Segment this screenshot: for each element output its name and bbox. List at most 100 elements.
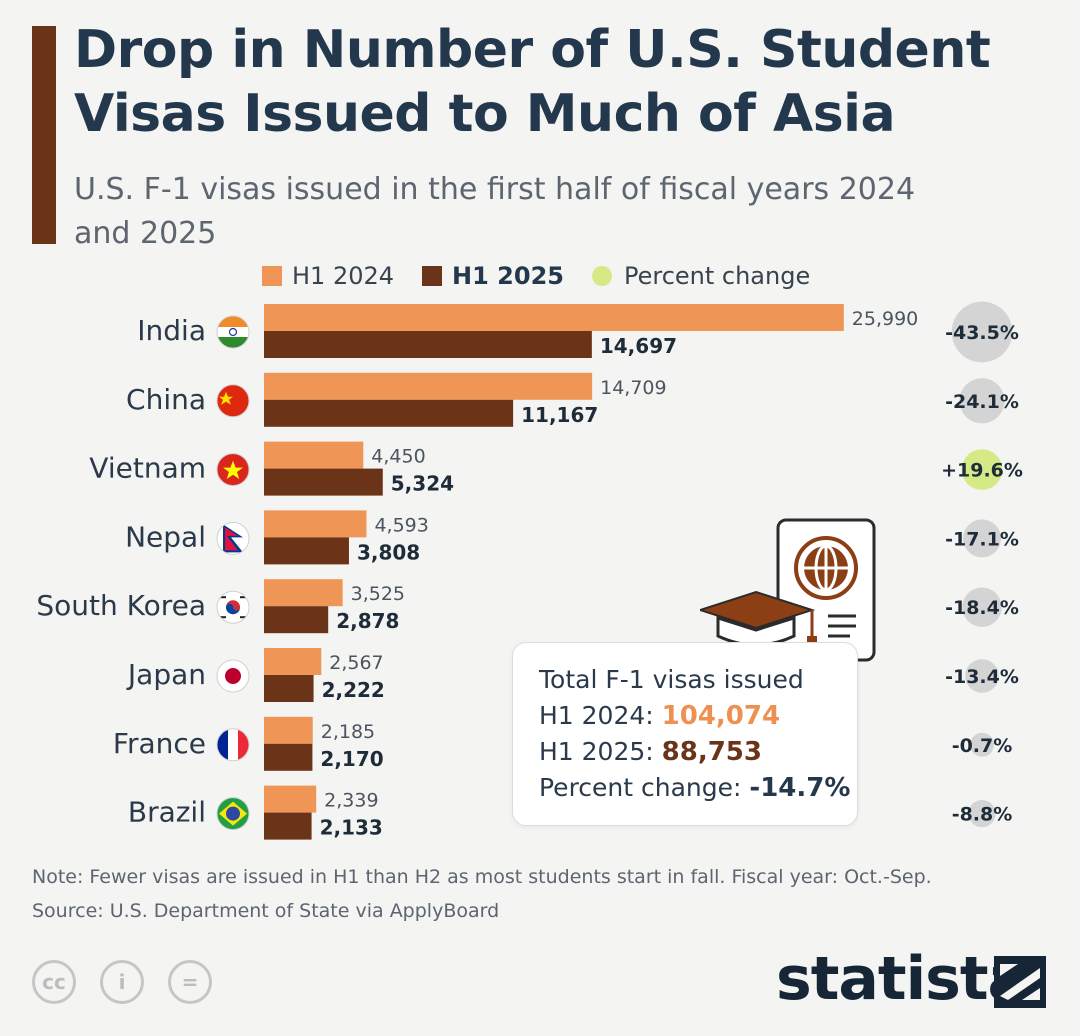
summary-h1-2024-label: H1 2024: [539,701,654,730]
title-line-2: Visas Issued to Much of Asia [74,84,896,144]
legend-dot-percent-change [591,266,612,286]
chart-subtitle: U.S. F-1 visas issued in the first half … [74,172,916,251]
summary-pct-value: -14.7% [749,773,851,803]
legend-item-h1-2025: H1 2025 [422,262,564,290]
legend: H1 2024 H1 2025 Percent change [262,262,838,290]
legend-item-h1-2024: H1 2024 [262,262,394,290]
percent-change-bubble-brazil [968,799,996,828]
value-label-h1-2024-japan: 2,567 [329,652,383,674]
attribution-icon: i [100,960,144,1004]
bar-h1-2024-brazil [264,785,317,813]
percent-change-label-china: -24.1% [945,391,1019,413]
percent-change-label-japan: -13.4% [945,666,1019,688]
bar-h1-2024-vietnam [264,441,364,469]
bar-h1-2025-vietnam [264,468,383,496]
value-label-h1-2025-france: 2,170 [320,747,383,771]
creative-commons-icon: cc [32,960,76,1004]
title-accent-bar [32,26,56,244]
bar-h1-2024-india [264,304,844,331]
bar-h1-2025-china [264,399,514,427]
japan-flag-icon [216,659,250,693]
vietnam-flag-icon [216,453,250,487]
percent-change-bubble-india [951,301,1013,363]
bar-h1-2024-china [264,372,593,400]
percent-change-label-south-korea: -18.4% [945,597,1019,619]
bar-h1-2024-france [264,716,313,744]
bar-h1-2025-france [264,743,313,771]
summary-h1-2025-label: H1 2025: [539,737,654,766]
percent-change-bubble-china [959,378,1005,424]
percent-change-label-france: -0.7% [952,735,1013,757]
passport-graduation-cap-icon [700,518,876,662]
category-label-japan: Japan [126,658,206,691]
value-label-h1-2024-india: 25,990 [852,308,918,330]
legend-swatch-h1-2024 [262,266,282,286]
value-label-h1-2025-nepal: 3,808 [357,540,420,564]
summary-row-h1-2024: H1 2024: 104,074 [539,701,780,731]
legend-swatch-h1-2025 [422,266,443,286]
percent-change-label-vietnam: +19.6% [941,460,1023,482]
summary-h1-2024-value: 104,074 [661,701,781,731]
category-label-india: India [137,314,206,347]
bar-h1-2024-japan [264,648,322,675]
bar-h1-2025-india [264,331,592,358]
france-flag-icon [216,728,250,762]
category-label-france: France [113,727,206,760]
summary-h1-2025-value: 88,753 [661,737,762,767]
value-label-h1-2024-france: 2,185 [321,721,375,743]
value-label-h1-2024-nepal: 4,593 [374,514,428,536]
legend-label-h1-2024: H1 2024 [292,262,395,290]
footer-source: Source: U.S. Department of State via App… [32,900,500,922]
legend-label-h1-2025: H1 2025 [452,262,564,290]
no-derivatives-icon: = [168,960,212,1004]
value-label-h1-2025-china: 11,167 [521,403,598,427]
percent-change-bubble-nepal [962,519,1002,558]
percent-change-label-brazil: -8.8% [952,804,1013,826]
bar-h1-2025-nepal [264,537,349,565]
south-korea-flag-icon [216,590,250,624]
value-label-h1-2024-vietnam: 4,450 [371,446,425,468]
percent-change-label-nepal: -17.1% [945,528,1019,550]
statista-logo: statista [776,944,1028,1014]
percent-change-bubble-japan [965,659,999,693]
percent-change-bubble-france [970,732,994,757]
bar-h1-2024-south-korea [264,579,343,607]
category-label-vietnam: Vietnam [89,452,206,485]
legend-label-percent-change: Percent change [623,262,811,290]
summary-box: Total F-1 visas issued H1 2024: 104,074 … [512,642,858,826]
summary-row-percent-change: Percent change: -14.7% [539,773,850,803]
percent-change-bubble-vietnam [961,449,1003,490]
category-label-brazil: Brazil [128,796,206,829]
value-label-h1-2025-india: 14,697 [600,334,677,358]
summary-title: Total F-1 visas issued [539,665,804,694]
statista-logo-icon [994,956,1046,1008]
value-label-h1-2025-brazil: 2,133 [320,816,383,840]
bar-h1-2025-south-korea [264,606,329,634]
legend-item-percent-change: Percent change [591,262,811,290]
category-label-south-korea: South Korea [36,589,206,622]
value-label-h1-2025-vietnam: 5,324 [391,472,454,496]
value-label-h1-2024-brazil: 2,339 [324,790,378,812]
summary-row-h1-2025: H1 2025: 88,753 [539,737,762,767]
india-flag-icon [216,315,250,349]
nepal-flag-icon [216,521,250,555]
brazil-flag-icon [216,797,250,831]
category-label-nepal: Nepal [125,520,206,553]
value-label-h1-2025-south-korea: 2,878 [336,609,399,633]
value-label-h1-2025-japan: 2,222 [322,678,385,702]
footer-notes: Note: Fewer visas are issued in H1 than … [32,860,932,928]
bar-chart: India 25,990 14,697 -43.5% China 14,70911,167… [36,301,1023,840]
percent-change-label-india: -43.5% [945,322,1019,344]
bar-h1-2025-japan [264,675,314,702]
category-label-china: China [126,383,206,416]
percent-change-bubble-south-korea [962,587,1002,627]
footer-note: Note: Fewer visas are issued in H1 than … [32,866,932,888]
china-flag-icon [216,384,250,418]
chart-title: Drop in Number of U.S. Student Visas Iss… [74,18,991,146]
title-line-1: Drop in Number of U.S. Student [74,20,991,80]
bar-h1-2025-brazil [264,812,312,840]
value-label-h1-2024-south-korea: 3,525 [351,583,405,605]
bar-h1-2024-nepal [264,510,367,538]
value-label-h1-2024-china: 14,709 [600,377,666,399]
summary-pct-label: Percent change: [539,773,742,802]
